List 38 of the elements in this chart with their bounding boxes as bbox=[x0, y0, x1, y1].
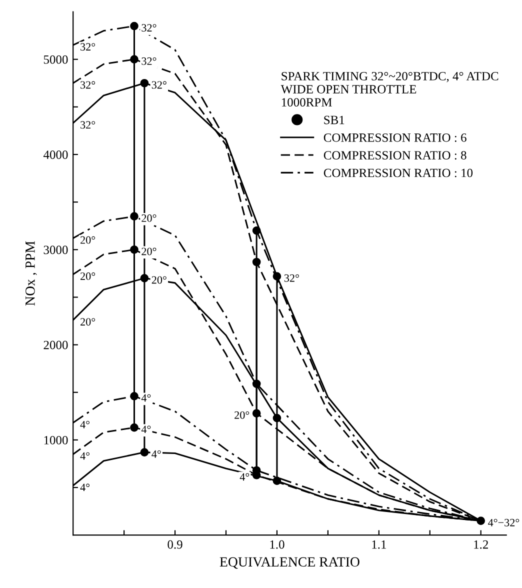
annotation: 20° bbox=[142, 214, 156, 222]
annotation: 20° bbox=[80, 236, 96, 244]
x-axis-title: EQUIVALENCE RATIO bbox=[220, 557, 360, 569]
annotation: 20° bbox=[152, 276, 166, 284]
annotation: 20° bbox=[234, 411, 250, 419]
y-tick-label: 5000 bbox=[44, 55, 68, 64]
x-tick-label: 1.0 bbox=[270, 540, 284, 549]
x-tick-label: 1.1 bbox=[372, 540, 386, 549]
annotation: 32° bbox=[80, 121, 96, 129]
legend-label: COMPRESSION RATIO : 6 bbox=[324, 133, 466, 142]
annotation: 4° bbox=[141, 394, 151, 402]
y-axis-title: NOx , PPM bbox=[26, 241, 37, 306]
annotation: 20° bbox=[80, 318, 96, 326]
legend-label: COMPRESSION RATIO : 8 bbox=[324, 151, 466, 160]
y-tick-label: 3000 bbox=[44, 246, 68, 254]
legend-label: COMPRESSION RATIO : 10 bbox=[324, 168, 473, 178]
legend-title: SPARK TIMING 32°~20°BTDC, 4° ATDC WIDE OPEN THROTTLE 1000RPM bbox=[280, 72, 498, 107]
annotation: 32° bbox=[152, 81, 166, 89]
annotation: 4° bbox=[152, 450, 161, 458]
x-tick-label: 1.2 bbox=[474, 540, 488, 549]
annotation: 4°−32° bbox=[488, 518, 520, 526]
annotation: 4° bbox=[80, 420, 90, 428]
y-tick-label: 1000 bbox=[44, 436, 68, 444]
annotation: 32° bbox=[284, 274, 299, 282]
annotation: 20° bbox=[80, 272, 96, 280]
annotation: 4° bbox=[80, 452, 90, 460]
legend-label: SB1 bbox=[324, 116, 344, 124]
y-tick-label: 2000 bbox=[44, 340, 68, 350]
annotation: 4° bbox=[80, 484, 90, 492]
annotation: 32° bbox=[142, 57, 156, 65]
annotation: 32° bbox=[80, 43, 96, 51]
y-tick-label: 4000 bbox=[43, 150, 68, 159]
annotation: 20° bbox=[142, 248, 156, 256]
annotation: 4° bbox=[240, 473, 250, 481]
annotation: 4° bbox=[141, 426, 151, 434]
annotation: 32° bbox=[80, 81, 96, 89]
annotation: 32° bbox=[142, 24, 156, 32]
x-tick-label: 0.9 bbox=[168, 540, 182, 549]
